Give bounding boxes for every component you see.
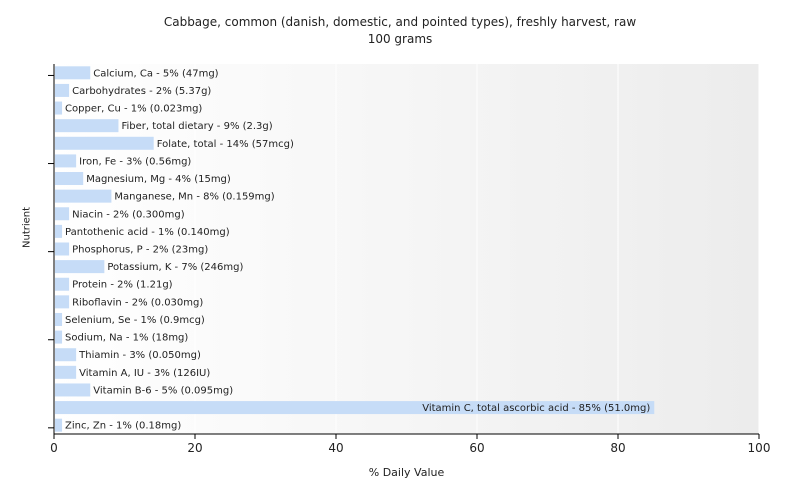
bar-label: Thiamin - 3% (0.050mg) (78, 350, 201, 361)
x-tick-label: 0 (50, 441, 58, 455)
bar-label: Calcium, Ca - 5% (47mg) (93, 68, 218, 79)
chart-title: Cabbage, common (danish, domestic, and p… (163, 15, 637, 29)
bar-label: Fiber, total dietary - 9% (2.3g) (121, 121, 272, 132)
bar (55, 154, 77, 168)
bar (55, 172, 84, 186)
x-tick-label: 80 (610, 441, 625, 455)
bar (55, 207, 70, 221)
bar-label: Pantothenic acid - 1% (0.140mg) (65, 227, 230, 238)
bar-label: Protein - 2% (1.21g) (72, 280, 173, 291)
bar-label: Potassium, K - 7% (246mg) (107, 262, 243, 273)
bar (55, 136, 154, 150)
bar-label: Vitamin C, total ascorbic acid - 85% (51… (422, 403, 650, 414)
bar (55, 260, 105, 274)
bar-label: Vitamin A, IU - 3% (126IU) (79, 368, 210, 379)
x-tick-label: 20 (187, 441, 202, 455)
bar-label: Selenium, Se - 1% (0.9mcg) (65, 315, 205, 326)
x-axis-label: % Daily Value (368, 466, 445, 479)
bar (55, 365, 77, 379)
bar (55, 418, 63, 432)
bar (55, 383, 91, 397)
x-tick-label: 60 (469, 441, 484, 455)
bar-label: Vitamin B-6 - 5% (0.095mg) (93, 385, 233, 396)
plot-background (54, 64, 759, 434)
chart-subtitle: 100 grams (367, 32, 433, 46)
bar-label: Zinc, Zn - 1% (0.18mg) (65, 421, 181, 432)
bar-label: Riboflavin - 2% (0.030mg) (72, 297, 203, 308)
bar-label: Niacin - 2% (0.300mg) (72, 209, 185, 220)
bar (55, 312, 63, 326)
y-axis-label: Nutrient (21, 206, 33, 248)
bar-label: Folate, total - 14% (57mcg) (157, 139, 294, 150)
bar (55, 401, 655, 415)
bar-label: Sodium, Na - 1% (18mg) (65, 333, 188, 344)
bar (55, 189, 112, 203)
bar (55, 101, 63, 115)
bar (55, 277, 70, 291)
bar (55, 66, 91, 80)
x-tick-label: 100 (748, 441, 771, 455)
bar-label: Carbohydrates - 2% (5.37g) (72, 86, 211, 97)
bar (55, 348, 77, 362)
bar-label: Manganese, Mn - 8% (0.159mg) (114, 192, 274, 203)
bar (55, 119, 119, 133)
bar-label: Magnesium, Mg - 4% (15mg) (86, 174, 231, 185)
bar-label: Iron, Fe - 3% (0.56mg) (79, 156, 191, 167)
bar-label: Phosphorus, P - 2% (23mg) (72, 245, 208, 256)
bar (55, 224, 63, 238)
bar (55, 83, 70, 97)
bar (55, 242, 70, 256)
bar-label: Copper, Cu - 1% (0.023mg) (65, 104, 202, 115)
x-tick-label: 40 (328, 441, 343, 455)
bar (55, 330, 63, 344)
bar (55, 295, 70, 309)
